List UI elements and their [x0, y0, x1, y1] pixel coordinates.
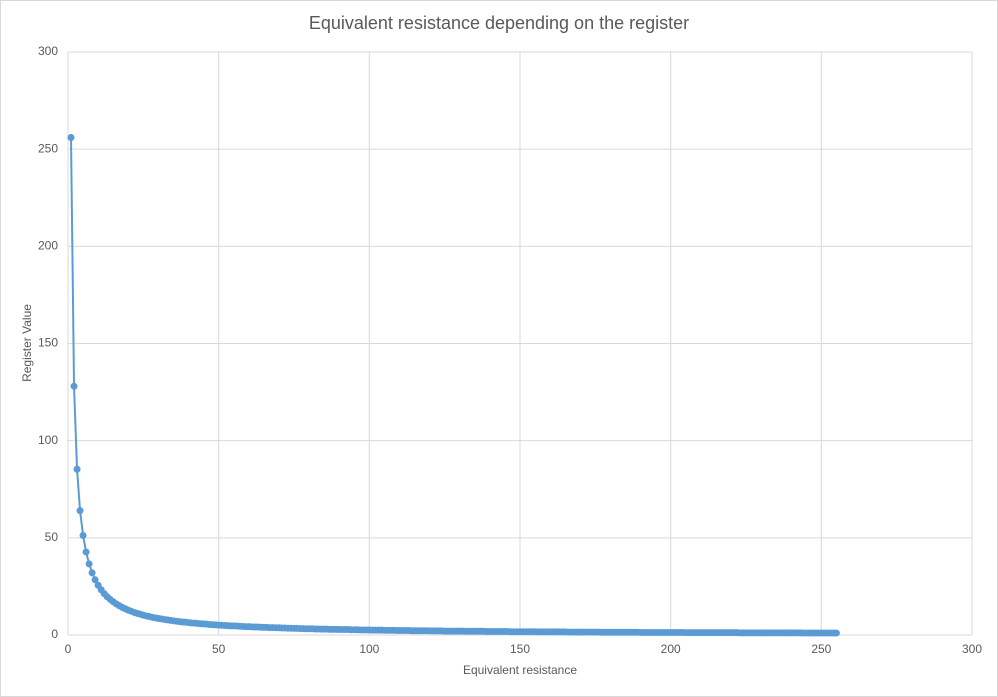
y-tick-label: 300 — [38, 44, 58, 58]
point — [82, 548, 90, 556]
point — [73, 465, 81, 473]
y-tick-label: 50 — [45, 530, 59, 544]
y-tick-label: 0 — [51, 627, 58, 641]
point — [85, 560, 93, 568]
x-tick-label: 100 — [359, 642, 379, 656]
point — [832, 629, 840, 637]
point — [70, 382, 78, 390]
y-axis-label: Register Value — [20, 304, 34, 382]
y-tick-label: 250 — [38, 141, 58, 155]
point — [91, 576, 99, 584]
y-tick-label: 150 — [38, 336, 58, 350]
point — [67, 134, 75, 142]
chart-title: Equivalent resistance depending on the r… — [309, 13, 689, 33]
y-tick-label: 200 — [38, 239, 58, 253]
x-tick-label: 50 — [212, 642, 226, 656]
point — [76, 507, 84, 515]
point — [79, 532, 87, 540]
point — [88, 569, 96, 577]
x-tick-label: 0 — [65, 642, 72, 656]
x-tick-label: 300 — [962, 642, 982, 656]
x-tick-label: 200 — [661, 642, 681, 656]
y-tick-label: 100 — [38, 433, 58, 447]
x-tick-label: 150 — [510, 642, 530, 656]
x-tick-label: 250 — [811, 642, 831, 656]
x-axis-label: Equivalent resistance — [463, 663, 577, 677]
